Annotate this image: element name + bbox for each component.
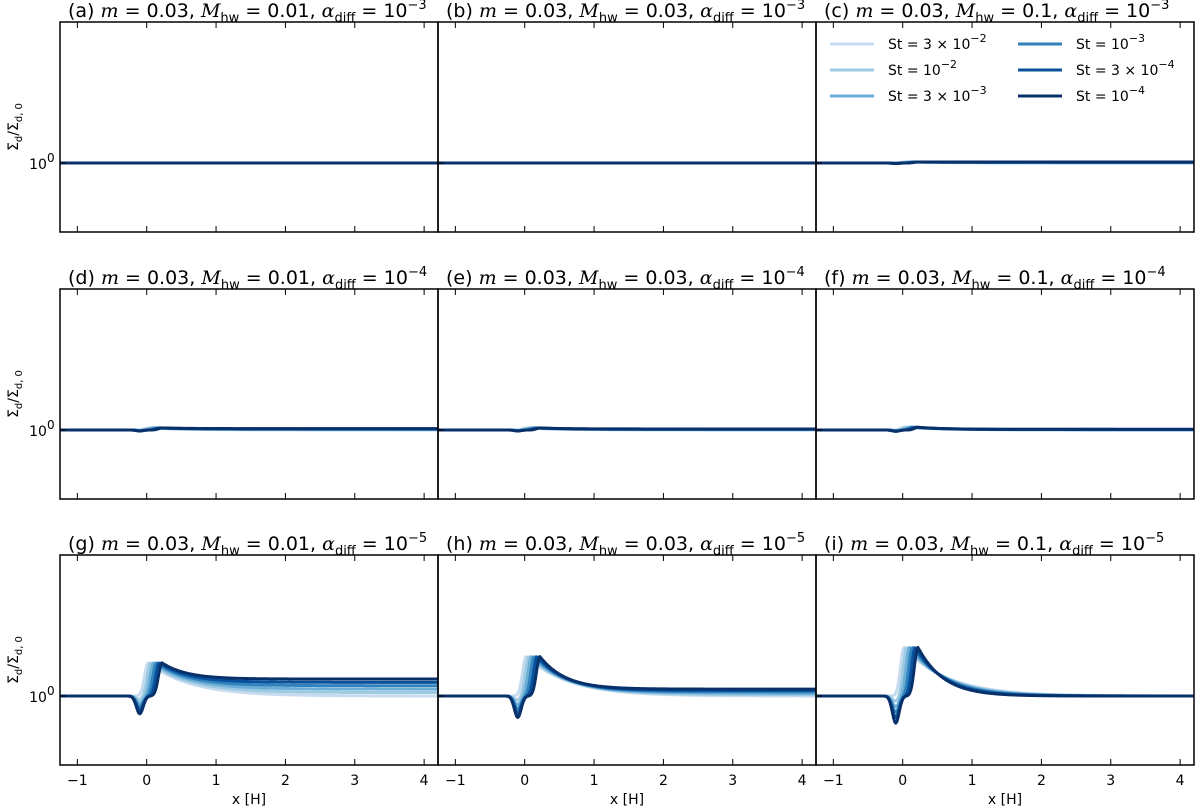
legend-entry: St = 3 × 10−3 [888, 84, 988, 105]
x-tick-label: 2 [1037, 773, 1046, 789]
x-tick-label: 1 [968, 773, 977, 789]
x-axis-label: x [H] [610, 792, 644, 808]
panel-h: −1 0 1 2 3 4 x [H] (h) m = 0.03, Mhw = 0.03, αd… [437, 531, 817, 808]
panel-e-frame [437, 288, 817, 500]
x-tick-label: 3 [1106, 773, 1115, 789]
legend: St = 3 × 10−2 St = 10−2 St = 3 × 10−3 St… [830, 32, 1176, 105]
legend-entry: St = 10−3 [1076, 32, 1146, 53]
panel-d-title: (d) m = 0.03, Mhw = 0.01, αdiff = 10−4 [68, 265, 429, 293]
panel-e-curves [438, 426, 816, 433]
panel-b-frame [437, 21, 817, 233]
x-tick-label: −1 [445, 773, 466, 789]
panel-g-frame [59, 554, 439, 766]
panel-f-title: (f) m = 0.03, Mhw = 0.1, αdiff = 10−4 [824, 265, 1168, 293]
x-tick-label: 4 [420, 773, 429, 789]
series-line-i-3 [816, 645, 1194, 709]
series-line-i-5 [816, 646, 1194, 720]
series-line-c-6 [816, 160, 1194, 166]
x-tick-label: −1 [67, 773, 88, 789]
series-line-h-6 [438, 655, 816, 720]
x-tick-label: 0 [142, 773, 151, 789]
panel-c-curves [816, 160, 1194, 166]
x-tick-label: 0 [520, 773, 529, 789]
panel-h-frame [437, 554, 817, 766]
x-tick-label: 1 [590, 773, 599, 789]
series-line-h-4 [438, 655, 816, 711]
panel-f-curves [816, 425, 1194, 433]
panel-c-title: (c) m = 0.03, Mhw = 0.1, αdiff = 10−3 [824, 0, 1171, 26]
x-tick-label: 2 [281, 773, 290, 789]
panel-g-curves [60, 661, 438, 716]
x-tick-label: −1 [823, 773, 844, 789]
legend-entry: St = 3 × 10−2 [888, 32, 988, 53]
series-line-g-4 [60, 661, 438, 709]
series-line-h-5 [438, 655, 816, 715]
panel-c-frame [815, 21, 1195, 233]
x-axis-label: x [H] [232, 792, 266, 808]
panel-d: 100 Σd/Σd, 0 (d) m = 0.03, Mhw = 0.01, αd… [6, 265, 439, 500]
series-line-i-1 [816, 646, 1194, 698]
x-tick-label: 3 [728, 773, 737, 789]
panel-a: 100 Σd/Σd, 0 (a) m = 0.03, Mhw = 0.01, αd… [6, 0, 439, 233]
x-tick-label: 2 [659, 773, 668, 789]
x-axis-label: x [H] [988, 792, 1022, 808]
y-tick-label: 100 [29, 684, 56, 706]
x-tick-label: 3 [350, 773, 359, 789]
y-axis-label: Σd/Σd, 0 [6, 636, 25, 684]
panel-e-title: (e) m = 0.03, Mhw = 0.03, αdiff = 10−4 [446, 265, 807, 293]
panel-i: −1 0 1 2 3 4 x [H] (i) m = 0.03, Mhw = 0.1, αdi… [815, 531, 1195, 808]
series-line-g-6 [60, 661, 438, 716]
panel-f-frame [815, 288, 1195, 500]
series-line-i-4 [816, 646, 1194, 714]
series-line-f-6 [816, 425, 1194, 433]
x-tick-label: 4 [798, 773, 807, 789]
x-tick-label: 0 [898, 773, 907, 789]
y-axis-label: Σd/Σd, 0 [6, 370, 25, 418]
panel-g: −1 0 1 2 3 4 100 Σd/Σd, 0 x [H] (g) m = 0.03, Mh… [6, 531, 439, 808]
x-tick-label: 1 [212, 773, 221, 789]
y-tick-label: 100 [29, 151, 56, 173]
panel-e: (e) m = 0.03, Mhw = 0.03, αdiff = 10−4 [437, 265, 817, 500]
panel-a-title: (a) m = 0.03, Mhw = 0.01, αdiff = 10−3 [68, 0, 429, 26]
panel-b-title: (b) m = 0.03, Mhw = 0.03, αdiff = 10−3 [446, 0, 807, 26]
series-line-d-6 [60, 426, 438, 433]
panel-i-curves [816, 645, 1194, 725]
legend-entry: St = 10−2 [888, 58, 958, 79]
series-line-i-6 [816, 645, 1194, 725]
panel-a-frame [59, 21, 439, 233]
panel-d-frame [59, 288, 439, 500]
panel-c: (c) m = 0.03, Mhw = 0.1, αdiff = 10−3 St… [815, 0, 1195, 233]
y-tick-label: 100 [29, 418, 56, 440]
panel-h-curves [438, 655, 816, 720]
panel-d-curves [60, 426, 438, 433]
legend-entry: St = 10−4 [1076, 84, 1146, 105]
y-axis-label: Σd/Σd, 0 [6, 103, 25, 151]
panel-f: (f) m = 0.03, Mhw = 0.1, αdiff = 10−4 [815, 265, 1195, 500]
panel-b: (b) m = 0.03, Mhw = 0.03, αdiff = 10−3 [437, 0, 817, 233]
panel-g-title: (g) m = 0.03, Mhw = 0.01, αdiff = 10−5 [68, 531, 429, 559]
panel-i-title: (i) m = 0.03, Mhw = 0.1, αdiff = 10−5 [824, 531, 1166, 559]
panel-i-frame [815, 554, 1195, 766]
legend-entry: St = 3 × 10−4 [1076, 58, 1176, 79]
panel-h-title: (h) m = 0.03, Mhw = 0.03, αdiff = 10−5 [446, 531, 807, 559]
x-tick-label: 4 [1176, 773, 1185, 789]
series-line-e-6 [438, 426, 816, 433]
